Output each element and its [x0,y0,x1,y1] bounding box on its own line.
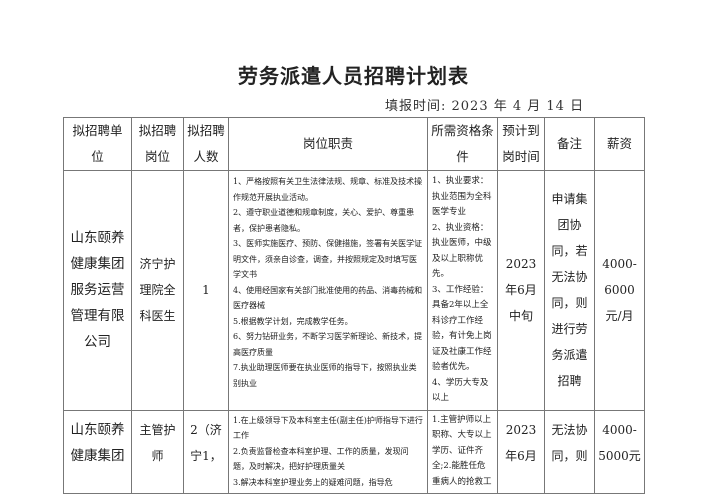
header-arrival: 预计到岗时间 [497,117,545,171]
cell-unit: 山东颐养健康集团 [63,409,132,494]
cell-unit: 山东颐养健康集团服务运营管理有限公司 [63,170,132,411]
cell-count: 1 [183,170,229,411]
cell-arrival: 2023年6月中旬 [497,170,545,411]
cell-remark: 申请集团协同，若无法协同，则进行劳务派遣招聘 [544,170,595,411]
header-salary: 薪资 [594,117,645,171]
cell-salary: 4000-6000元/月 [594,170,645,411]
header-position: 拟招聘岗位 [131,117,184,171]
header-unit: 拟招聘单位 [63,117,132,171]
header-count: 拟招聘人数 [183,117,229,171]
header-qualifications: 所需资格条件 [427,117,498,171]
recruitment-plan-table: 拟招聘单位 拟招聘岗位 拟招聘人数 岗位职责 所需资格条件 预计到岗时间 备注 … [63,117,645,494]
cell-duties: 1、严格按照有关卫生法律法规、规章、标准及技术操作规范开展执业活动。 2、遵守职… [228,170,428,411]
cell-arrival: 2023年6月 [497,409,545,494]
cell-position: 济宁护理院全科医生 [131,170,184,411]
table-header-row: 拟招聘单位 拟招聘岗位 拟招聘人数 岗位职责 所需资格条件 预计到岗时间 备注 … [63,117,645,171]
table-row: 山东颐养健康集团服务运营管理有限公司 济宁护理院全科医生 1 1、严格按照有关卫… [63,170,645,411]
cell-count: 2（济宁1， [183,409,229,494]
cell-duties: 1.在上级领导下及本科室主任(副主任)护师指导下进行工作 2.负责监督检查本科室… [228,409,428,494]
cell-qualifications: 1.主管护师以上职称、大专以上学历、证件齐全;2.能胜任危重病人的抢救工 [427,409,498,494]
cell-remark: 无法协同，则 [544,409,595,494]
header-remark: 备注 [544,117,595,171]
cell-position: 主管护师 [131,409,184,494]
cell-qualifications: 1、执业要求：执业范围为全科医学专业 2、执业资格：执业医师，中级及以上职称优先… [427,170,498,411]
table-row: 山东颐养健康集团 主管护师 2（济宁1， 1.在上级领导下及本科室主任(副主任)… [63,409,645,494]
fill-date: 填报时间: 2023 年 4 月 14 日 [385,99,585,114]
document-title: 劳务派遣人员招聘计划表 [238,64,469,88]
header-duties: 岗位职责 [228,117,428,171]
cell-salary: 4000-5000元 [594,409,645,494]
